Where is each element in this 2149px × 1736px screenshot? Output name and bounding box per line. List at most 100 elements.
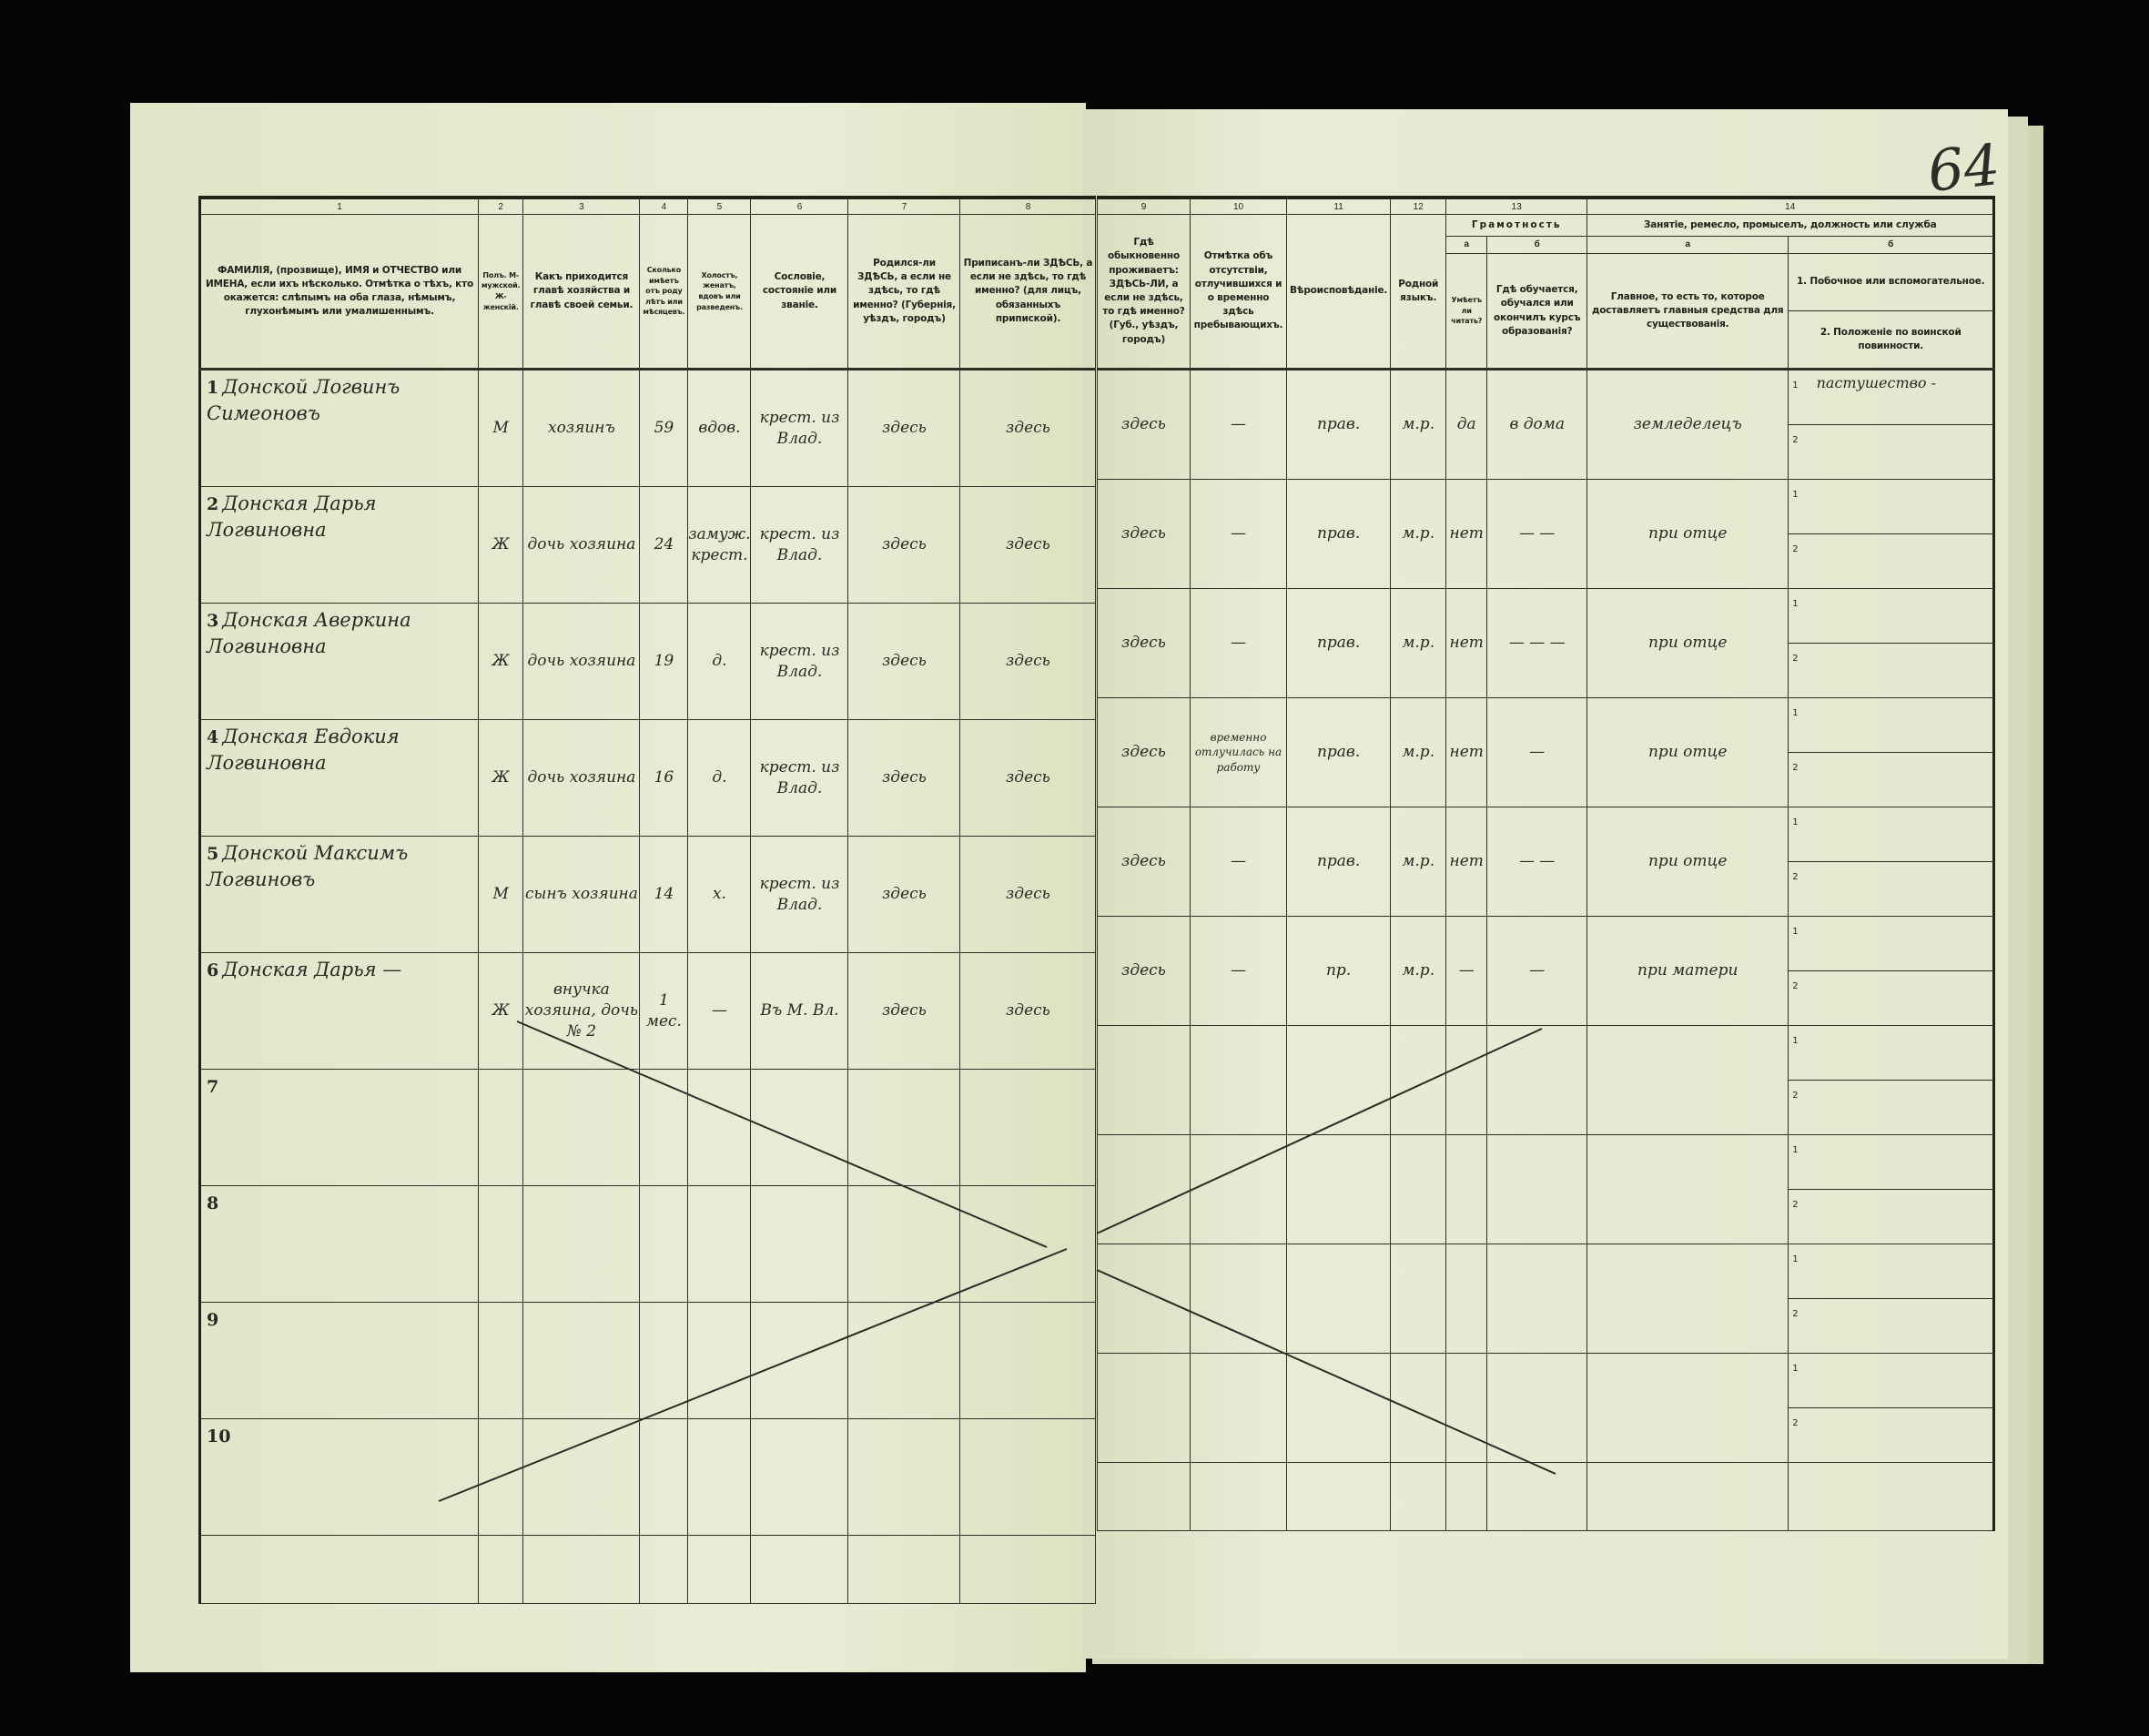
- absence-cell: [1190, 1025, 1287, 1135]
- registered-cell: здесь: [959, 486, 1097, 604]
- header-can-read: Умѣетъ ли читать?: [1445, 253, 1488, 371]
- estate-cell: [750, 1418, 849, 1536]
- absence-cell: —: [1190, 369, 1287, 480]
- census-form-left: 1 2 3 4 5 6 7 8 ФАМИЛІЯ, (прозвище), ИМЯ…: [198, 196, 1097, 1604]
- empty-cell: [750, 1535, 849, 1604]
- sex-cell: [477, 1418, 524, 1536]
- religion-cell: [1285, 1244, 1392, 1354]
- col-number: 14: [1586, 196, 1995, 215]
- age-cell: 24: [639, 486, 689, 604]
- header-marital: Холостъ, женатъ, вдовъ или разведенъ.: [687, 214, 752, 371]
- literate-cell: [1445, 1025, 1488, 1135]
- person-name: Донская Аверкина Логвиновна: [207, 609, 411, 657]
- absence-cell: [1190, 1244, 1287, 1354]
- secondary-line-1: 1: [1789, 918, 1993, 971]
- col-number: 5: [687, 196, 752, 215]
- sex-cell: Ж: [477, 719, 524, 837]
- residence-cell: [1097, 1025, 1191, 1135]
- col-number: 3: [522, 196, 641, 215]
- estate-cell: [750, 1185, 849, 1303]
- row-number: 6: [207, 960, 219, 980]
- col-number: 7: [847, 196, 961, 215]
- religion-cell: [1285, 1134, 1392, 1244]
- born-cell: здесь: [847, 836, 961, 953]
- header-education: Гдѣ обучается, обучался или окончилъ кур…: [1486, 253, 1588, 371]
- col-number: 2: [477, 196, 524, 215]
- age-cell: 16: [639, 719, 689, 837]
- empty-cell: [847, 1535, 961, 1604]
- row-number: 10: [207, 1426, 231, 1447]
- column-header-row: ФАМИЛІЯ, (прозвище), ИМЯ и ОТЧЕСТВО или …: [199, 214, 1097, 371]
- born-cell: [847, 1302, 961, 1419]
- header-secondary: 1. Побочное или вспомогательное. 2. Поло…: [1788, 253, 1995, 371]
- residence-cell: [1097, 1134, 1191, 1244]
- row-number: 7: [207, 1077, 219, 1097]
- col-number: 10: [1190, 196, 1287, 215]
- absence-cell: —: [1190, 916, 1287, 1026]
- relation-cell: [522, 1185, 641, 1303]
- person-name: Донская Евдокия Логвиновна: [207, 726, 400, 774]
- col-number: 6: [750, 196, 849, 215]
- marital-cell: [687, 1069, 752, 1186]
- born-cell: [847, 1418, 961, 1536]
- row-number: 8: [207, 1193, 219, 1213]
- marital-cell: д.: [687, 603, 752, 720]
- absence-cell: —: [1190, 479, 1287, 589]
- table-row: 7: [199, 1069, 1097, 1186]
- empty-cell: [1390, 1462, 1447, 1531]
- sex-cell: [477, 1069, 524, 1186]
- secondary-line-1: 1: [1789, 481, 1993, 534]
- education-cell: — —: [1486, 479, 1588, 589]
- occupation-cell: [1586, 1134, 1789, 1244]
- filler-row: [199, 1535, 1097, 1604]
- occupation-cell: [1586, 1244, 1789, 1354]
- registered-cell: [959, 1069, 1097, 1186]
- column-number-row: 9 10 11 12 13 14: [1097, 196, 1995, 215]
- header-birthplace: Родился-ли ЗДѢСЬ, а если не здѣсь, то гд…: [847, 214, 961, 371]
- estate-cell: [750, 1069, 849, 1186]
- table-row: здесь — прав. м.р. нет — — — при отце 1 2: [1097, 588, 1995, 698]
- header-relation: Какъ приходится главѣ хозяйства и главѣ …: [522, 214, 641, 371]
- secondary-line-2: 2: [1792, 981, 1799, 991]
- empty-cell: [199, 1535, 479, 1604]
- header-estate: Сословіе, состояніе или званіе.: [750, 214, 849, 371]
- name-cell: 3 Донская Аверкина Логвиновна: [199, 603, 479, 720]
- name-cell: 7: [199, 1069, 479, 1186]
- secondary-line-2: 2: [1792, 544, 1799, 554]
- religion-cell: прав.: [1285, 479, 1392, 589]
- sex-cell: [477, 1185, 524, 1303]
- header-absence: Отмѣтка объ отсутствіи, отлучившихся и о…: [1190, 214, 1287, 371]
- religion-cell: прав.: [1285, 697, 1392, 807]
- col-number: 1: [199, 196, 479, 215]
- education-cell: в дома: [1486, 369, 1588, 480]
- header-residence: Гдѣ обыкновенно проживаетъ: ЗДѢСЬ-ЛИ, а …: [1097, 214, 1191, 371]
- secondary-line-2: 2: [1792, 1200, 1799, 1210]
- empty-cell: [477, 1535, 524, 1604]
- empty-cell: [1788, 1462, 1995, 1531]
- absence-cell: [1190, 1134, 1287, 1244]
- col-number: 11: [1285, 196, 1392, 215]
- empty-cell: [1097, 1462, 1191, 1531]
- relation-cell: дочь хозяина: [522, 603, 641, 720]
- education-cell: — —: [1486, 807, 1588, 917]
- census-form-right: 9 10 11 12 13 14 Гдѣ обыкновенно прожива…: [1097, 196, 1996, 1531]
- secondary-split: 1 пастушество - 2: [1789, 371, 1993, 479]
- secondary-line-1: 1: [1789, 1027, 1993, 1081]
- secondary-line-2: 2: [1792, 1309, 1799, 1319]
- occupation-cell: при матери: [1586, 916, 1789, 1026]
- born-cell: здесь: [847, 719, 961, 837]
- born-cell: здесь: [847, 952, 961, 1070]
- language-cell: [1390, 1025, 1447, 1135]
